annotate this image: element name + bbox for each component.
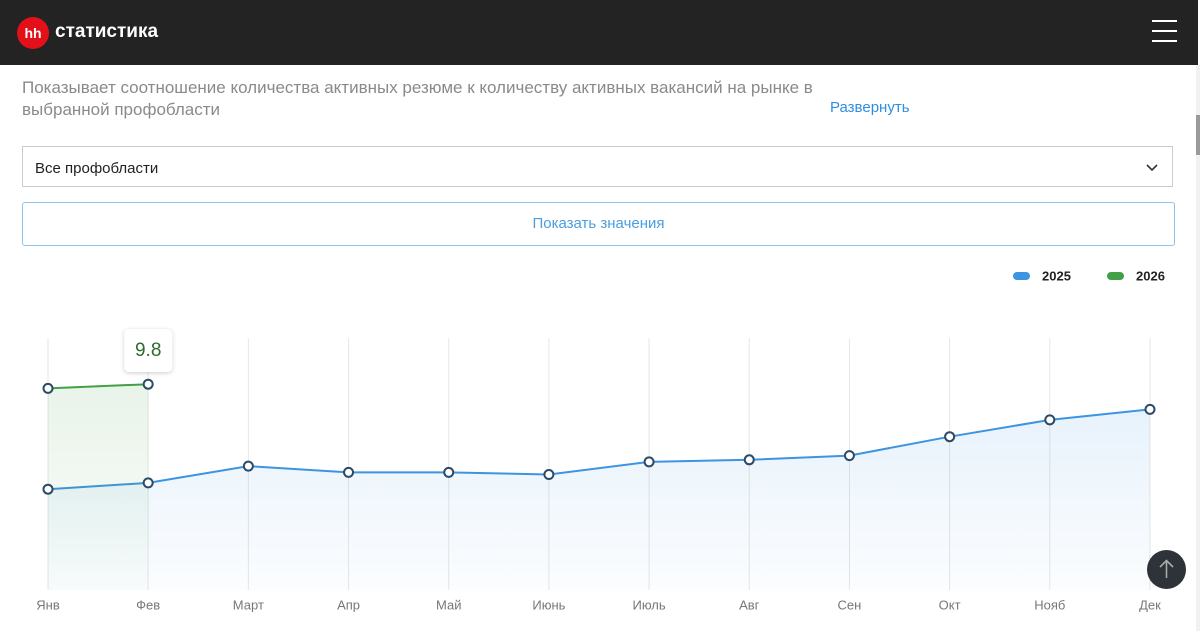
point: [42, 382, 54, 394]
area: [48, 384, 149, 590]
x-tick-label: Сен: [838, 597, 862, 612]
x-tick-label: Фев: [136, 597, 160, 612]
x-tick-label: Март: [233, 597, 264, 612]
point: [543, 469, 555, 480]
tooltip: 9.8: [124, 329, 173, 372]
point: [944, 431, 956, 443]
logo[interactable]: hh: [17, 17, 49, 49]
x-tick-label: Дек: [1139, 597, 1161, 612]
select-value: Все профобласти: [35, 160, 159, 177]
header: hh статистика: [0, 0, 1198, 65]
legend-swatch: [1013, 272, 1030, 280]
site-title[interactable]: статистика: [55, 21, 159, 42]
x-tick-label: Июнь: [532, 597, 565, 612]
tooltip-box: [124, 329, 173, 372]
x-tick-label: Нояб: [1034, 597, 1065, 612]
legend-swatch: [1107, 272, 1124, 280]
expand-link[interactable]: Развернуть: [830, 99, 910, 116]
point: [343, 466, 355, 478]
point: [743, 454, 755, 466]
x-tick-label: Июль: [632, 597, 665, 612]
tooltip-value: 9.8: [135, 340, 161, 361]
line: [47, 383, 149, 390]
point: [142, 477, 154, 489]
x-tick-label: Апр: [337, 597, 360, 612]
point: [42, 483, 54, 495]
scroll-top-button[interactable]: [1147, 550, 1186, 589]
legend-label: 2025: [1042, 268, 1071, 283]
line: [47, 408, 1151, 491]
description: Показывает соотношение количества активн…: [22, 78, 813, 119]
scrollbar[interactable]: [1196, 65, 1200, 631]
x-tick-label: Авг: [739, 597, 760, 612]
point: [843, 450, 855, 462]
x-tick-label: Янв: [36, 597, 60, 612]
chevron: [1146, 164, 1158, 172]
legend-label: 2026: [1136, 268, 1165, 283]
show-values-button[interactable]: Показать значения: [22, 202, 1175, 246]
point: [1144, 403, 1156, 415]
x-tick-label: Май: [436, 597, 461, 612]
point: [242, 460, 254, 472]
select[interactable]: Все профобласти: [22, 146, 1173, 187]
point: [142, 378, 154, 390]
x-tick-label: Окт: [939, 597, 961, 612]
scrollbar-thumb[interactable]: [1196, 115, 1200, 155]
point: [1044, 414, 1056, 426]
menu-button[interactable]: [1152, 20, 1177, 50]
point: [443, 466, 455, 478]
point: [643, 456, 655, 468]
area: [48, 409, 1150, 590]
chart: Янв Фев Март Апр Май Июнь Июль Авг Сен Окт Нояб Дек…: [36, 268, 1165, 612]
arrow-icon: [1159, 559, 1174, 578]
